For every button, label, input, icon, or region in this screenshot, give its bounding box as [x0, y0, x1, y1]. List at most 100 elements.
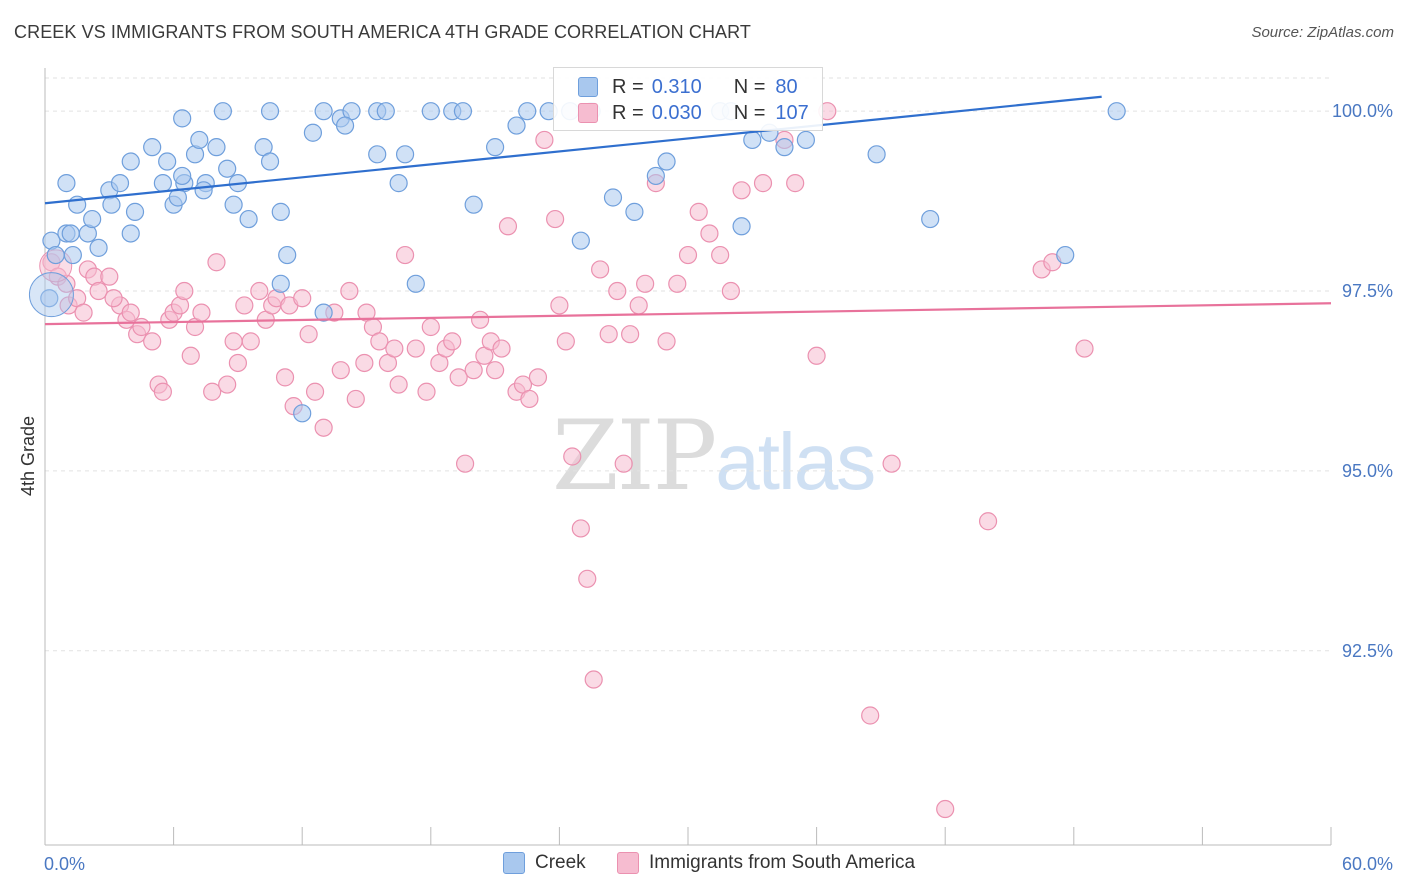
immigrants-point: [406, 339, 425, 358]
r-label: R =: [612, 101, 644, 124]
immigrants-point: [636, 274, 655, 293]
creek-point: [218, 159, 237, 178]
immigrants-point: [389, 375, 408, 394]
creek-point: [1056, 245, 1075, 265]
axes: [44, 68, 1332, 846]
series-creek-points: [28, 102, 1126, 423]
immigrants-point: [571, 519, 590, 538]
immigrants-point: [614, 454, 633, 473]
immigrants-point: [936, 799, 955, 819]
creek-point: [260, 152, 280, 171]
legend-item-creek[interactable]: Creek: [503, 852, 586, 874]
immigrants-point: [275, 368, 295, 387]
immigrants-point: [228, 353, 247, 373]
creek-point: [143, 138, 162, 157]
immigrants-point: [224, 332, 243, 351]
immigrants-legend-swatch: [617, 852, 639, 874]
immigrants-point: [395, 245, 415, 265]
immigrants-point: [584, 670, 603, 689]
immigrants-point: [340, 281, 359, 301]
creek-point: [743, 130, 762, 150]
creek-point: [314, 102, 333, 121]
immigrants-point: [143, 332, 162, 351]
legend-row-creek: R = 0.310 N = 80: [578, 74, 798, 100]
immigrants-point: [556, 332, 575, 351]
creek-point: [46, 245, 65, 265]
creek-point: [158, 152, 177, 171]
immigrants-trend-line: [44, 302, 1332, 326]
immigrants-point: [443, 332, 462, 351]
creek-point: [40, 289, 59, 308]
creek-point: [173, 166, 192, 186]
immigrants-point: [314, 418, 333, 437]
immigrants-point: [464, 361, 483, 380]
immigrants-point: [89, 281, 108, 301]
immigrants-point: [370, 332, 389, 351]
creek-point: [57, 174, 76, 193]
immigrants-point: [528, 368, 548, 387]
immigrants-point: [121, 303, 140, 322]
creek-point: [368, 145, 387, 164]
creek-point: [121, 224, 140, 243]
immigrants-n-value: 107: [775, 101, 809, 124]
immigrants-point: [608, 281, 627, 301]
immigrants-point: [203, 382, 222, 401]
creek-point: [732, 217, 751, 236]
creek-trend-line: [44, 95, 1102, 205]
immigrants-point: [807, 346, 826, 365]
creek-point: [453, 102, 473, 121]
immigrants-point: [861, 706, 880, 725]
immigrants-point: [700, 224, 719, 243]
creek-point: [125, 202, 145, 221]
creek-point: [194, 181, 213, 200]
y-tick-label: 92.5%: [1342, 641, 1393, 661]
creek-point: [293, 404, 312, 423]
creek-point: [110, 174, 130, 193]
immigrants-point: [498, 217, 518, 236]
creek-point: [518, 102, 537, 121]
immigrants-point: [721, 281, 740, 301]
axis-labels: 92.5% 95.0% 97.5% 100.0% 0.0% 60.0% 4th Grade: [18, 101, 1393, 874]
immigrants-point: [591, 260, 610, 279]
creek-point: [921, 209, 940, 229]
creek-point: [61, 224, 80, 243]
immigrants-point: [668, 274, 687, 293]
y-tick-label: 95.0%: [1342, 461, 1393, 481]
legend-item-immigrants[interactable]: Immigrants from South America: [617, 852, 915, 874]
creek-n-value: 80: [775, 75, 798, 98]
creek-point: [657, 152, 676, 171]
immigrants-point: [486, 361, 505, 380]
creek-point: [335, 116, 355, 135]
immigrants-point: [550, 296, 569, 315]
creek-point: [1107, 102, 1126, 121]
immigrants-point: [299, 325, 318, 344]
immigrants-point: [421, 317, 440, 337]
chart-title: CREEK VS IMMIGRANTS FROM SOUTH AMERICA 4…: [14, 22, 752, 42]
creek-point: [83, 209, 102, 229]
creek-point: [796, 130, 815, 150]
x-tick-label: 0.0%: [44, 854, 85, 874]
creek-point: [389, 174, 408, 193]
creek-point: [603, 188, 623, 207]
immigrants-point: [181, 346, 200, 365]
immigrants-point: [535, 130, 554, 150]
creek-point: [213, 102, 232, 121]
creek-point: [867, 145, 886, 164]
creek-point: [376, 102, 395, 121]
immigrants-point: [578, 569, 597, 588]
trend-lines: [44, 95, 1332, 326]
creek-point: [271, 202, 290, 221]
immigrants-point: [978, 512, 998, 531]
immigrants-point: [629, 296, 648, 315]
creek-point: [571, 231, 590, 250]
immigrants-point: [153, 382, 172, 401]
immigrants-r-value: 0.030: [651, 101, 702, 124]
y-tick-label: 97.5%: [1342, 281, 1393, 301]
immigrants-point: [100, 267, 119, 286]
r-label: R =: [612, 75, 644, 98]
immigrants-point: [192, 303, 211, 322]
creek-point: [421, 102, 440, 121]
immigrants-point: [207, 253, 226, 272]
immigrants-point: [882, 454, 901, 473]
